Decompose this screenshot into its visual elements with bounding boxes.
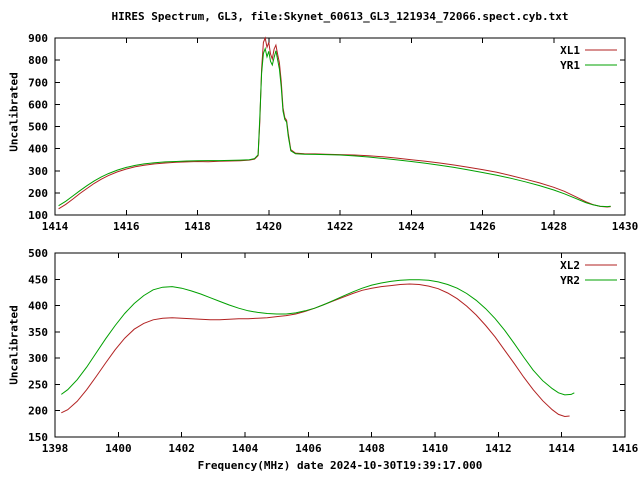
svg-text:1420: 1420: [256, 220, 283, 233]
tick-labels: 1398 1400 1402 1404 1406 1408 1410 1412 1414 1416…: [28, 247, 638, 455]
svg-text:700: 700: [28, 76, 48, 89]
svg-text:400: 400: [28, 300, 48, 313]
svg-text:350: 350: [28, 326, 48, 339]
svg-text:200: 200: [28, 187, 48, 200]
axes-frame: [54, 37, 626, 216]
svg-text:1414: 1414: [42, 220, 69, 233]
svg-text:1402: 1402: [168, 442, 195, 455]
svg-text:1398: 1398: [42, 442, 69, 455]
svg-text:800: 800: [28, 54, 48, 67]
legend-label-YR1: YR1: [560, 59, 580, 72]
svg-text:150: 150: [28, 431, 48, 444]
svg-text:300: 300: [28, 165, 48, 178]
svg-text:1406: 1406: [295, 442, 322, 455]
bottom-spectrum-panel: 1398 1400 1402 1404 1406 1408 1410 1412 1414 1416…: [28, 247, 638, 455]
svg-text:1416: 1416: [612, 442, 639, 455]
svg-text:1416: 1416: [113, 220, 140, 233]
series-line-YR2: [61, 279, 575, 396]
x-axis-label: Frequency(MHz) date 2024-10-30T19:39:17.…: [197, 459, 483, 472]
series-line-XL1: [58, 36, 611, 210]
svg-text:1408: 1408: [358, 442, 385, 455]
series-line-XL2: [61, 283, 570, 418]
svg-text:1428: 1428: [541, 220, 568, 233]
top-spectrum-panel: 1414 1416 1418 1420 1422 1424 1426 1428 1430 100 2…: [28, 32, 638, 233]
svg-text:500: 500: [28, 247, 48, 260]
svg-text:1426: 1426: [469, 220, 496, 233]
svg-text:500: 500: [28, 121, 48, 134]
svg-text:1404: 1404: [232, 442, 259, 455]
legend-label-XL1: XL1: [560, 44, 580, 57]
legend-label-YR2: YR2: [560, 274, 580, 287]
svg-text:1424: 1424: [398, 220, 425, 233]
svg-text:1412: 1412: [485, 442, 512, 455]
svg-text:1422: 1422: [327, 220, 354, 233]
tick-labels: 1414 1416 1418 1420 1422 1424 1426 1428 1430 100 2…: [28, 32, 638, 233]
svg-text:1430: 1430: [612, 220, 639, 233]
axes-frame: [54, 252, 626, 438]
svg-text:100: 100: [28, 209, 48, 222]
svg-text:1410: 1410: [422, 442, 449, 455]
svg-text:600: 600: [28, 98, 48, 111]
svg-text:450: 450: [28, 273, 48, 286]
svg-text:250: 250: [28, 378, 48, 391]
svg-text:400: 400: [28, 143, 48, 156]
series-line-YR1: [58, 46, 611, 208]
chart-title: HIRES Spectrum, GL3, file:Skynet_60613_G…: [111, 10, 569, 23]
svg-text:1418: 1418: [184, 220, 211, 233]
svg-text:1414: 1414: [548, 442, 575, 455]
legend-label-XL2: XL2: [560, 259, 580, 272]
svg-text:900: 900: [28, 32, 48, 45]
svg-text:1400: 1400: [105, 442, 132, 455]
svg-text:300: 300: [28, 352, 48, 365]
svg-text:200: 200: [28, 405, 48, 418]
